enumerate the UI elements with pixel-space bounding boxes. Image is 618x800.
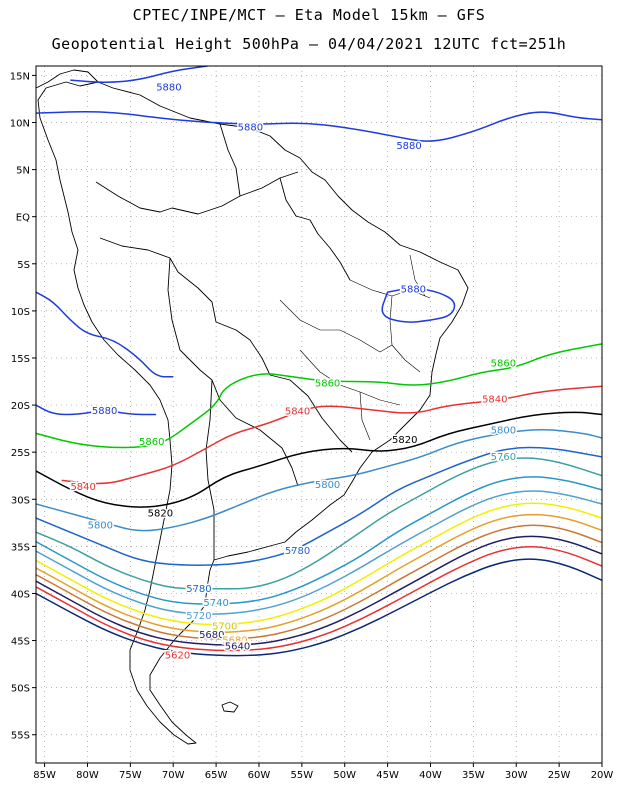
y-tick-label: 10N [10,119,30,130]
contour-label: 5880 [396,141,421,152]
x-tick-label: 35W [462,770,485,781]
x-tick-label: 75W [119,770,142,781]
x-tick-label: 60W [248,770,271,781]
contour-label: 5800 [315,480,340,491]
y-tick-label: 5S [17,260,30,271]
y-tick-label: 5N [16,166,30,177]
y-tick-label: 10S [11,307,30,318]
y-tick-label: EQ [16,213,30,224]
y-tick-label: 15N [10,71,30,82]
contour-label: 5880 [92,406,117,417]
x-axis-ticks: 85W 80W 75W 70W 65W 60W 55W 50W 45W 40W 35W 30W 25W 2… [33,763,613,781]
x-tick-label: 45W [376,770,399,781]
x-tick-label: 25W [548,770,571,781]
x-tick-label: 65W [205,770,228,781]
contour-label: 5680 [199,630,224,641]
y-tick-label: 25S [11,448,30,459]
y-tick-label: 50S [11,684,30,695]
y-tick-label: 55S [11,731,30,742]
x-tick-label: 85W [33,770,56,781]
geopotential-map: 5880 5880 5880 5880 5880 5860 5860 5860 5840 5840… [0,0,618,800]
contour-label: 5880 [238,122,263,133]
x-tick-label: 20W [591,770,614,781]
contour-label: 5620 [165,651,190,662]
contour-label: 5880 [401,284,426,295]
y-tick-label: 20S [11,401,30,412]
contour-label: 5800 [491,426,516,437]
y-tick-label: 30S [11,495,30,506]
y-tick-label: 35S [11,542,30,553]
x-tick-label: 80W [76,770,99,781]
contour-label: 5780 [186,584,211,595]
contour-label: 5840 [285,407,310,418]
contour-label: 5860 [315,378,340,389]
y-tick-label: 15S [11,354,30,365]
contour-label: 5820 [392,435,417,446]
contour-label: 5880 [156,83,181,94]
contour-label: 5840 [482,394,507,405]
y-axis-ticks: 15N 10N 5N EQ 5S 10S 15S 20S 25S 30S 35S 40S 45S 50S 5… [10,71,36,741]
contour-label: 5820 [148,508,173,519]
x-tick-label: 55W [291,770,314,781]
x-tick-label: 70W [162,770,185,781]
contour-label: 5860 [139,437,164,448]
contour-label: 5740 [203,598,228,609]
contour-label: 5760 [491,452,516,463]
y-tick-label: 40S [11,589,30,600]
contour-label: 5640 [225,641,250,652]
contour-label: 5780 [285,546,310,557]
x-tick-label: 40W [419,770,442,781]
contour-label: 5860 [491,359,516,370]
plot-background [36,66,602,763]
contour-label: 5720 [186,611,211,622]
y-tick-label: 45S [11,637,30,648]
x-tick-label: 30W [505,770,528,781]
contour-label: 5800 [88,521,113,532]
contour-label: 5840 [70,482,95,493]
x-tick-label: 50W [333,770,356,781]
